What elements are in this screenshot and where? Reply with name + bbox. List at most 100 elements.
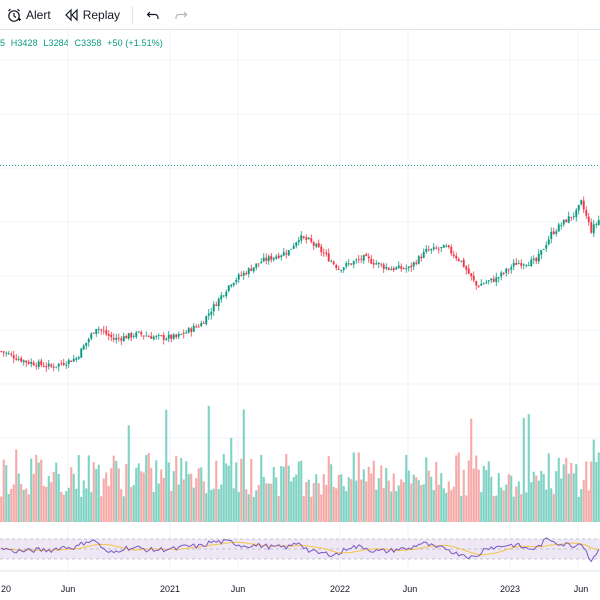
candle-body [437, 248, 440, 250]
candle-body [160, 335, 163, 337]
volume-bar [327, 456, 330, 522]
volume-bar [30, 458, 33, 522]
candle-body [502, 273, 505, 274]
volume-bar [512, 496, 515, 522]
volume-bar [22, 489, 25, 522]
candle-body [522, 264, 525, 266]
volume-bar [325, 484, 328, 522]
candle-body [10, 354, 13, 355]
candle-body [40, 360, 43, 366]
candle-body [212, 304, 215, 312]
candle-body [377, 262, 380, 265]
volume-bar [285, 453, 288, 522]
candle-body [587, 216, 590, 223]
time-axis-label: 2021 [160, 584, 180, 594]
candle-body [307, 237, 310, 240]
candle-body [330, 261, 333, 262]
volume-bar [392, 473, 395, 522]
volume-bar [120, 489, 123, 522]
candle-body [457, 258, 460, 261]
volume-bar [237, 492, 240, 522]
replay-button[interactable]: Replay [57, 0, 126, 30]
volume-bar [12, 484, 15, 522]
candle-body [257, 263, 260, 265]
price-chart[interactable]: 20 Jun 2021 Jun 2022 Jun 2023 Jun [0, 30, 600, 600]
chart-toolbar: Alert Replay [0, 0, 600, 30]
volume-bar [127, 425, 130, 522]
redo-button[interactable] [167, 0, 195, 30]
candle-body [492, 278, 495, 282]
candle-body [215, 304, 218, 306]
candle-body [322, 252, 325, 254]
candle-body [5, 352, 8, 354]
candle-body [392, 268, 395, 271]
candle-body [515, 262, 518, 265]
volume-bar [505, 484, 508, 522]
volume-bar [310, 496, 313, 522]
volume-bar [135, 467, 138, 522]
candle-body [240, 275, 243, 276]
volume-bar [495, 495, 498, 522]
volume-bar [387, 480, 390, 522]
volume-bar [265, 483, 268, 522]
volume-bar [292, 477, 295, 522]
candle-body [95, 329, 98, 335]
candle-body [470, 273, 473, 277]
candle-body [52, 366, 55, 368]
candle-body [305, 237, 308, 240]
candle-body [80, 348, 83, 358]
volume-bar [442, 488, 445, 522]
volume-bar [207, 405, 210, 522]
volume-bar [10, 488, 13, 522]
volume-bar [275, 477, 278, 522]
volume-bar [320, 494, 323, 522]
volume-bar [362, 469, 365, 522]
volume-bar [130, 487, 133, 522]
candle-body [195, 326, 198, 328]
volume-bar [562, 464, 565, 522]
candle-body [385, 266, 388, 269]
candle-body [435, 247, 438, 249]
volume-bar [182, 479, 185, 522]
volume-bar [317, 483, 320, 522]
volume-bar [385, 468, 388, 522]
candle-body [127, 333, 130, 339]
candle-body [327, 253, 330, 262]
candle-body [12, 355, 15, 359]
candle-body [260, 261, 263, 264]
candle-body [412, 262, 415, 267]
candle-body [477, 285, 480, 287]
candle-body [517, 263, 520, 265]
volume-bar [482, 465, 485, 522]
volume-bar [222, 453, 225, 522]
volume-bar [445, 492, 448, 522]
volume-bar [105, 472, 108, 522]
volume-bar [537, 480, 540, 522]
volume-bar [305, 482, 308, 522]
candle-body [35, 365, 38, 367]
volume-bar [272, 466, 275, 522]
candle-body [207, 313, 210, 316]
candle-body [442, 245, 445, 248]
volume-bar [295, 474, 298, 522]
candle-body [172, 334, 175, 339]
volume-bar [360, 479, 363, 522]
volume-bar [415, 477, 418, 522]
volume-bar [390, 491, 393, 522]
volume-bar [342, 486, 345, 522]
candle-body [485, 282, 488, 284]
volume-bar [535, 475, 538, 522]
volume-bar [432, 490, 435, 522]
replay-label: Replay [82, 7, 121, 22]
candle-body [447, 245, 450, 248]
undo-button[interactable] [139, 0, 167, 30]
volume-bar [145, 454, 148, 522]
volume-bar [260, 455, 263, 522]
alert-button[interactable]: Alert [0, 0, 57, 30]
volume-bar [215, 460, 218, 522]
volume-bar [567, 473, 570, 522]
volume-bar [60, 492, 63, 522]
volume-bar [407, 470, 410, 522]
candle-body [467, 268, 470, 274]
candle-body [15, 358, 18, 360]
